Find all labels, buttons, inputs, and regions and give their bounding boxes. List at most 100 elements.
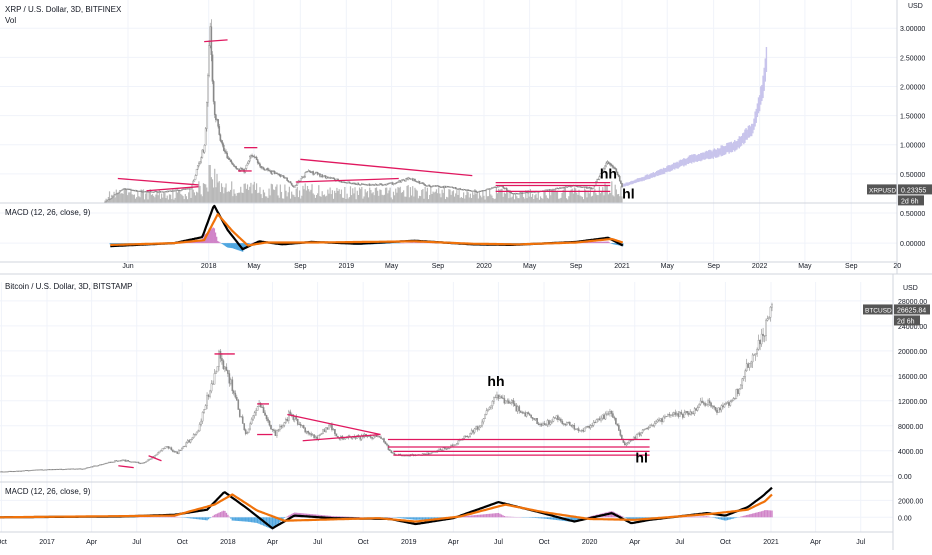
volume-bar bbox=[365, 189, 366, 203]
volume-bar bbox=[448, 189, 449, 203]
macd-histogram-bar bbox=[410, 517, 411, 519]
candle-body bbox=[246, 165, 247, 168]
volume-bar bbox=[393, 192, 394, 203]
candle-body bbox=[571, 425, 572, 426]
macd-histogram-bar bbox=[539, 517, 540, 518]
candle-body bbox=[589, 426, 590, 428]
candle-body bbox=[745, 371, 746, 377]
volume-bar bbox=[537, 198, 538, 203]
macd-histogram-bar bbox=[191, 517, 192, 518]
macd-histogram-bar bbox=[715, 517, 716, 518]
volume-bar bbox=[573, 193, 574, 203]
candle-body bbox=[204, 145, 205, 152]
candle-body bbox=[608, 414, 609, 415]
volume-bar bbox=[253, 185, 254, 203]
macd-histogram-bar bbox=[484, 514, 485, 517]
volume-bar bbox=[473, 195, 474, 203]
volume-bar bbox=[603, 195, 604, 203]
candle-body bbox=[223, 361, 224, 369]
candle-body bbox=[0, 472, 1, 473]
candle-body bbox=[198, 431, 199, 432]
candle-body bbox=[703, 403, 704, 404]
candle-body bbox=[189, 440, 190, 442]
candle-body bbox=[178, 450, 179, 454]
macd-histogram-bar bbox=[544, 517, 545, 518]
time-tick-label: Oct bbox=[358, 539, 369, 546]
volume-bar bbox=[136, 197, 137, 203]
candle-body bbox=[205, 129, 206, 146]
candle-body bbox=[219, 126, 220, 134]
macd-histogram-bar bbox=[471, 515, 472, 517]
macd-histogram-bar bbox=[716, 517, 717, 518]
macd-histogram-bar bbox=[242, 517, 243, 521]
candle-body bbox=[483, 419, 484, 422]
candle-body bbox=[91, 467, 92, 468]
volume-bar bbox=[420, 196, 421, 203]
candle-body bbox=[150, 459, 151, 460]
candle-body bbox=[739, 389, 740, 394]
volume-bar bbox=[225, 183, 226, 203]
macd-histogram-bar bbox=[175, 517, 176, 518]
macd-histogram-bar bbox=[768, 510, 769, 517]
volume-bar bbox=[524, 199, 525, 203]
volume-bar bbox=[333, 199, 334, 203]
candle-body bbox=[672, 415, 673, 416]
macd-histogram-bar bbox=[759, 512, 760, 518]
volume-bar bbox=[382, 195, 383, 203]
macd-histogram-bar bbox=[209, 517, 210, 518]
macd-histogram-bar bbox=[346, 517, 347, 518]
candle-body bbox=[620, 181, 621, 184]
macd-histogram-bar bbox=[162, 517, 163, 518]
candle-body bbox=[371, 437, 372, 438]
volume-bar bbox=[617, 194, 618, 203]
volume-bar bbox=[204, 184, 205, 203]
macd-histogram-bar bbox=[404, 517, 405, 518]
candle-body bbox=[762, 334, 763, 336]
volume-bar bbox=[385, 188, 386, 203]
volume-bar bbox=[368, 197, 369, 203]
macd-histogram-bar bbox=[533, 517, 534, 518]
price-tick-label: 1.00000 bbox=[900, 143, 925, 150]
volume-bar bbox=[362, 199, 363, 203]
macd-histogram-bar bbox=[692, 517, 693, 518]
volume-bar bbox=[446, 197, 447, 203]
time-tick-label: Apr bbox=[86, 539, 98, 546]
macd-histogram-bar bbox=[401, 517, 402, 518]
time-tick-label: Jul bbox=[132, 539, 141, 546]
volume-bar bbox=[440, 197, 441, 203]
candle-body bbox=[704, 403, 705, 405]
macd-histogram-bar bbox=[208, 517, 209, 519]
volume-bar bbox=[507, 192, 508, 203]
volume-bar bbox=[274, 190, 275, 203]
volume-bar bbox=[558, 199, 559, 203]
macd-histogram-bar bbox=[734, 517, 735, 518]
volume-bar bbox=[504, 193, 505, 203]
volume-bar bbox=[139, 197, 140, 203]
volume-bar bbox=[428, 199, 429, 203]
candle-body bbox=[184, 446, 185, 447]
volume-bar bbox=[534, 195, 535, 203]
candle-body bbox=[24, 471, 25, 472]
price-tick-label: 0.50000 bbox=[900, 172, 925, 179]
candle-body bbox=[206, 395, 207, 406]
volume-bar bbox=[256, 183, 257, 203]
macd-histogram-bar bbox=[743, 516, 744, 517]
volume-bar bbox=[310, 190, 311, 203]
candle-body bbox=[163, 448, 164, 449]
candle-body bbox=[86, 468, 87, 469]
volume-bar bbox=[340, 194, 341, 203]
candle-body bbox=[165, 447, 166, 449]
candle-body bbox=[380, 437, 381, 438]
macd-histogram-bar bbox=[288, 516, 289, 518]
candle-body bbox=[198, 163, 199, 165]
candle-body bbox=[134, 462, 135, 463]
price-tick-label: 0.00 bbox=[898, 474, 912, 481]
candle-body bbox=[207, 75, 208, 102]
time-tick-label: Sep bbox=[845, 263, 858, 270]
candle-body bbox=[394, 453, 395, 455]
candle-body bbox=[467, 436, 468, 437]
volume-bar bbox=[273, 190, 274, 203]
macd-histogram-bar bbox=[728, 517, 729, 519]
candle-body bbox=[438, 449, 439, 450]
